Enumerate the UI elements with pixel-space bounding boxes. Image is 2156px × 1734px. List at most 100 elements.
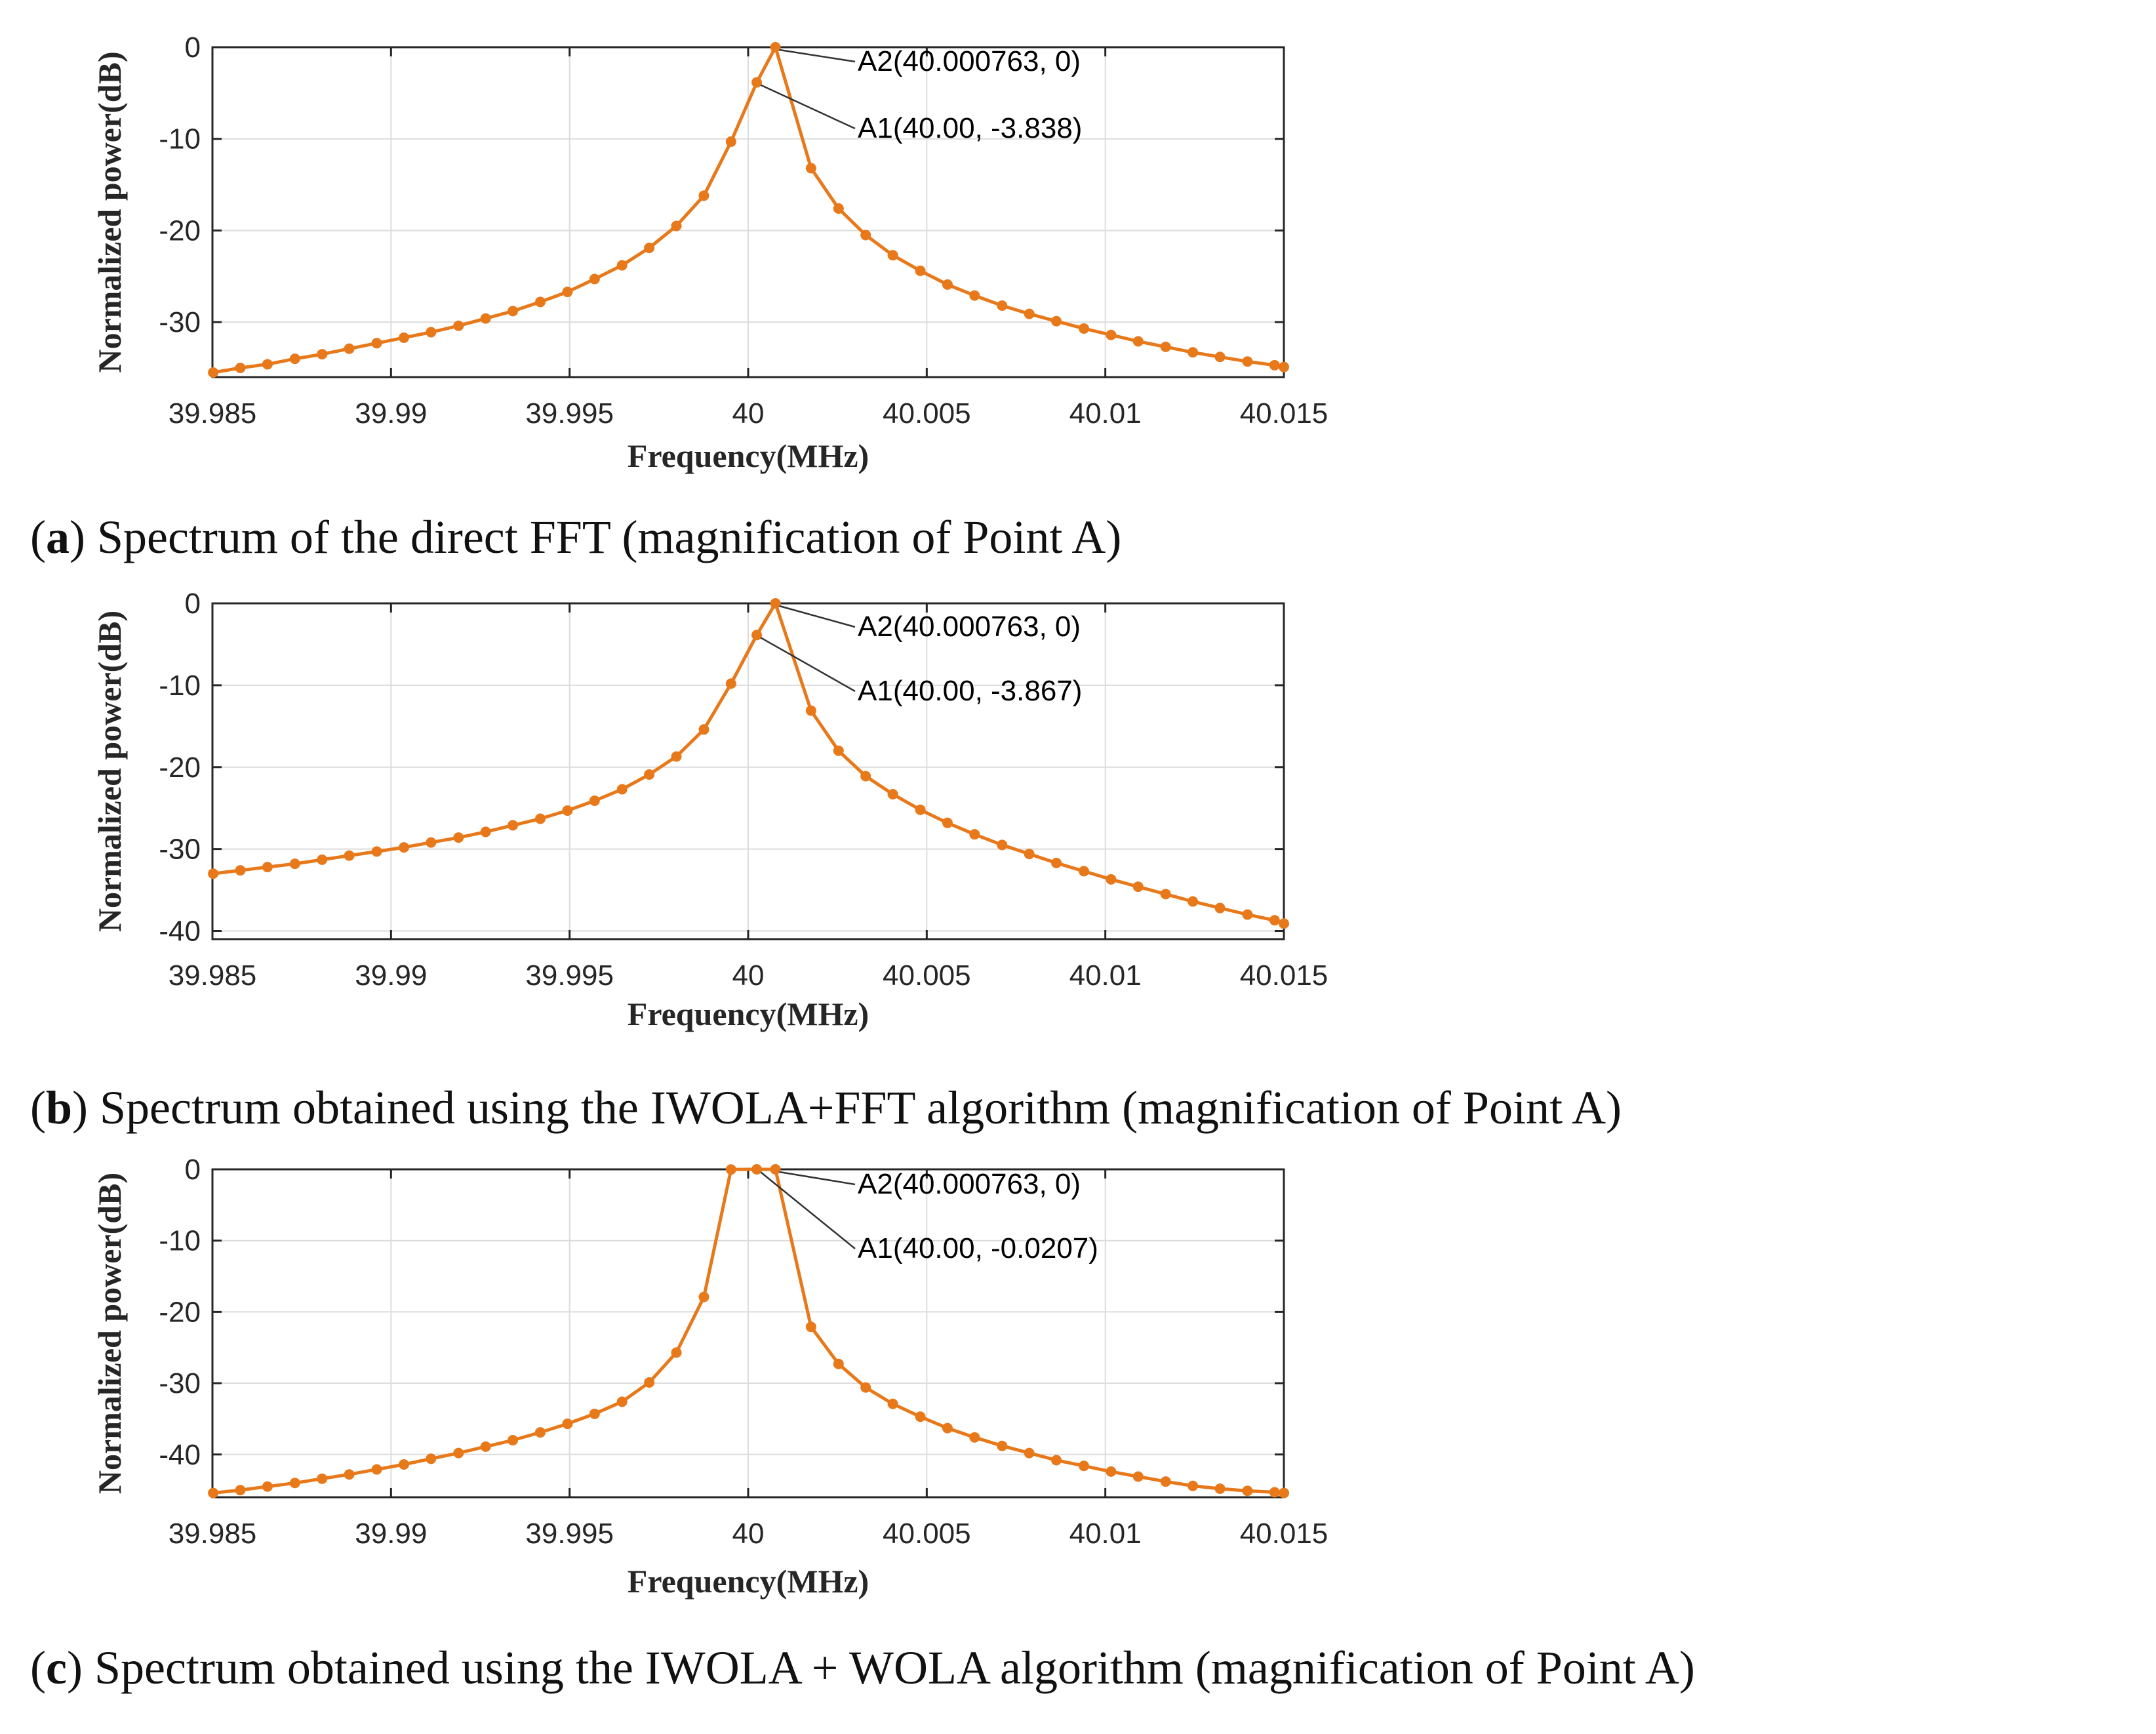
data-point-b-16 <box>644 769 655 780</box>
caption-b: (b) Spectrum obtained using the IWOLA+FF… <box>30 1081 1622 1134</box>
data-point-c-0 <box>208 1487 219 1499</box>
data-point-c-32 <box>1078 1461 1089 1472</box>
data-point-c-38 <box>1242 1485 1253 1497</box>
data-point-c-9 <box>453 1447 464 1459</box>
data-point-a-21 <box>770 42 781 52</box>
data-point-b-40 <box>1279 918 1289 929</box>
data-point-b-32 <box>1078 866 1089 877</box>
data-point-b-21 <box>770 598 781 609</box>
y-tick-label-c-3: -30 <box>159 1367 201 1400</box>
data-point-c-33 <box>1106 1466 1117 1477</box>
y-tick-label-c-0: 0 <box>185 1154 201 1186</box>
data-point-a-34 <box>1132 336 1144 347</box>
x-tick-label-b-0: 39.985 <box>169 959 257 992</box>
annotation-line-c-0 <box>779 1171 856 1186</box>
x-axis-label-c: Frequency(MHz) <box>628 1563 869 1600</box>
annotation-label-b-0: A2(40.000763, 0) <box>858 611 1081 643</box>
x-tick-label-a-1: 39.99 <box>355 397 427 430</box>
y-axis-label-c: Normalized power(dB) <box>91 1173 128 1494</box>
data-point-c-17 <box>671 1347 682 1358</box>
data-point-a-19 <box>725 136 736 147</box>
x-tick-label-a-0: 39.985 <box>169 397 257 430</box>
data-point-a-33 <box>1106 329 1117 340</box>
data-point-a-14 <box>589 273 600 285</box>
chart-a: 39.985 39.99 39.995 40 40.005 40.01 40.015 0 -10… <box>91 31 1328 474</box>
data-point-c-14 <box>589 1408 600 1419</box>
data-point-a-35 <box>1160 341 1171 352</box>
data-point-b-10 <box>480 826 491 837</box>
data-point-b-0 <box>208 868 219 879</box>
x-tick-label-c-0: 39.985 <box>169 1518 257 1550</box>
x-tick-label-a-5: 40.01 <box>1069 397 1142 430</box>
data-point-c-20 <box>751 1164 763 1175</box>
y-tick-label-b-2: -20 <box>159 752 201 784</box>
x-tick-label-a-4: 40.005 <box>883 397 971 430</box>
data-point-c-12 <box>535 1427 546 1438</box>
data-point-c-28 <box>969 1432 980 1443</box>
data-point-c-18 <box>698 1291 709 1302</box>
data-point-b-24 <box>860 771 871 782</box>
data-point-c-29 <box>997 1440 1008 1451</box>
x-tick-label-c-3: 40 <box>732 1518 765 1550</box>
data-point-a-28 <box>969 290 980 301</box>
x-axis-label-a: Frequency(MHz) <box>628 437 869 474</box>
x-tick-label-c-5: 40.01 <box>1069 1518 1142 1550</box>
data-point-b-20 <box>751 630 763 641</box>
y-tick-label-a-1: -10 <box>159 123 201 155</box>
data-point-b-2 <box>262 862 273 873</box>
data-point-c-37 <box>1214 1483 1226 1494</box>
data-point-b-26 <box>915 804 926 815</box>
data-point-c-24 <box>860 1382 871 1393</box>
data-point-b-37 <box>1214 902 1226 914</box>
data-point-c-7 <box>398 1459 409 1470</box>
data-point-b-11 <box>508 820 519 831</box>
data-point-b-34 <box>1132 881 1144 893</box>
annotation-label-c-1: A1(40.00, -0.0207) <box>858 1232 1098 1264</box>
x-tick-label-c-1: 39.99 <box>355 1518 427 1550</box>
data-point-a-0 <box>208 367 219 378</box>
data-point-c-23 <box>833 1358 844 1369</box>
x-tick-label-b-5: 40.01 <box>1069 959 1142 992</box>
data-point-b-28 <box>969 829 980 840</box>
data-point-b-22 <box>805 705 816 716</box>
x-tick-label-b-3: 40 <box>732 959 765 992</box>
data-point-c-13 <box>562 1419 573 1430</box>
data-point-a-13 <box>562 287 573 298</box>
data-point-c-26 <box>915 1411 926 1422</box>
data-point-b-19 <box>725 678 736 689</box>
y-axis-label-b: Normalized power(dB) <box>91 611 128 932</box>
data-point-a-16 <box>644 242 655 253</box>
chart-b: 39.985 39.99 39.995 40 40.005 40.01 40.015 0 -10… <box>91 588 1328 1032</box>
y-tick-label-a-3: -30 <box>159 306 201 338</box>
x-tick-label-a-3: 40 <box>732 397 765 430</box>
x-tick-label-b-6: 40.015 <box>1240 959 1328 992</box>
data-point-b-18 <box>698 724 709 735</box>
data-point-c-15 <box>616 1396 628 1407</box>
data-point-a-2 <box>262 359 273 370</box>
annotation-label-a-1: A1(40.00, -3.838) <box>858 112 1082 144</box>
data-point-b-35 <box>1160 889 1171 900</box>
data-point-a-27 <box>942 279 953 290</box>
data-point-c-1 <box>235 1485 246 1496</box>
data-point-b-17 <box>671 751 682 762</box>
x-tick-label-b-1: 39.99 <box>355 959 427 992</box>
data-point-a-38 <box>1242 356 1253 367</box>
annotation-line-b-0 <box>779 605 856 628</box>
y-tick-label-b-1: -10 <box>159 670 201 702</box>
y-tick-label-b-0: 0 <box>185 588 201 620</box>
data-point-a-29 <box>997 300 1008 312</box>
y-tick-label-c-1: -10 <box>159 1225 201 1257</box>
caption-c: (c) Spectrum obtained using the IWOLA + … <box>30 1642 1695 1694</box>
y-tick-label-c-4: -40 <box>159 1439 201 1471</box>
annotation-line-b-1 <box>760 637 856 693</box>
annotation-label-a-0: A2(40.000763, 0) <box>858 45 1081 77</box>
data-point-c-11 <box>508 1435 519 1446</box>
x-tick-label-c-4: 40.005 <box>883 1518 971 1550</box>
data-point-b-27 <box>942 817 953 828</box>
data-point-a-15 <box>616 260 628 271</box>
data-point-a-24 <box>860 230 871 241</box>
y-tick-label-c-2: -20 <box>159 1296 201 1328</box>
data-point-b-36 <box>1188 896 1199 907</box>
x-tick-label-a-2: 39.995 <box>525 397 614 430</box>
